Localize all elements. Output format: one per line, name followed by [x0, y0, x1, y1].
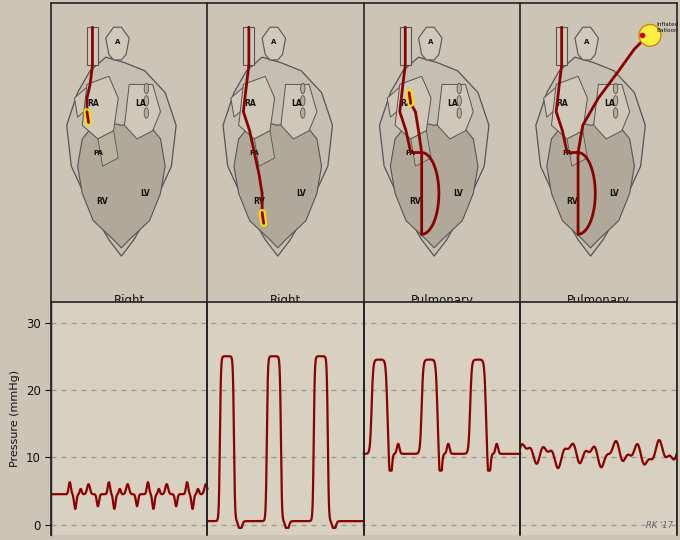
Ellipse shape [144, 96, 149, 106]
Text: Pulmonary
Artery Wedge: Pulmonary Artery Wedge [558, 294, 639, 322]
Text: RV: RV [253, 197, 265, 206]
Polygon shape [551, 76, 588, 139]
Polygon shape [556, 27, 567, 65]
Text: LV: LV [140, 189, 150, 198]
Polygon shape [400, 27, 411, 65]
Polygon shape [98, 131, 118, 166]
Polygon shape [575, 27, 598, 60]
Text: LA: LA [135, 99, 146, 108]
Polygon shape [231, 84, 250, 117]
Polygon shape [223, 57, 333, 256]
Text: Pulmonary
Artery: Pulmonary Artery [411, 294, 473, 322]
Text: RA: RA [400, 99, 412, 108]
Text: RV: RV [97, 197, 109, 206]
Polygon shape [390, 120, 478, 248]
Text: PA: PA [562, 150, 572, 156]
Polygon shape [67, 57, 176, 256]
Text: PA: PA [93, 150, 103, 156]
Polygon shape [124, 84, 160, 139]
Text: PA: PA [250, 150, 259, 156]
Text: LA: LA [604, 99, 615, 108]
Text: RA: RA [556, 99, 568, 108]
Text: RK '17: RK '17 [646, 521, 673, 530]
Text: LV: LV [296, 189, 306, 198]
Text: A: A [584, 39, 590, 45]
Text: Right
Ventricle: Right Ventricle [260, 294, 311, 322]
Text: PA: PA [406, 150, 415, 156]
Text: RV: RV [566, 197, 578, 206]
Text: Inflated
Balloon: Inflated Balloon [656, 22, 679, 32]
Text: A: A [271, 39, 277, 45]
Ellipse shape [613, 108, 618, 118]
Polygon shape [547, 120, 634, 248]
Polygon shape [281, 84, 317, 139]
Ellipse shape [457, 108, 462, 118]
Polygon shape [243, 27, 254, 65]
Polygon shape [78, 120, 165, 248]
Polygon shape [594, 84, 630, 139]
Polygon shape [544, 84, 562, 117]
Text: Right
Atrium: Right Atrium [109, 294, 149, 322]
Ellipse shape [613, 83, 618, 94]
Polygon shape [87, 27, 98, 65]
Y-axis label: Pressure (mmHg): Pressure (mmHg) [10, 370, 20, 467]
Ellipse shape [301, 96, 305, 106]
Text: LV: LV [453, 189, 462, 198]
Ellipse shape [613, 96, 618, 106]
Ellipse shape [144, 108, 149, 118]
Polygon shape [536, 57, 645, 256]
Text: LA: LA [447, 99, 458, 108]
Polygon shape [82, 76, 118, 139]
Polygon shape [106, 27, 129, 60]
Polygon shape [388, 84, 406, 117]
Polygon shape [411, 131, 431, 166]
Polygon shape [437, 84, 473, 139]
Ellipse shape [639, 24, 661, 46]
Text: RA: RA [87, 99, 99, 108]
Polygon shape [234, 120, 322, 248]
Text: LA: LA [291, 99, 302, 108]
Polygon shape [262, 27, 286, 60]
Ellipse shape [457, 83, 462, 94]
Polygon shape [379, 57, 489, 256]
Ellipse shape [457, 96, 462, 106]
Ellipse shape [301, 108, 305, 118]
Polygon shape [567, 131, 588, 166]
Ellipse shape [301, 83, 305, 94]
Text: LV: LV [609, 189, 619, 198]
Text: A: A [115, 39, 120, 45]
Polygon shape [239, 76, 275, 139]
Polygon shape [75, 84, 93, 117]
Ellipse shape [144, 83, 149, 94]
Polygon shape [254, 131, 275, 166]
Text: A: A [428, 39, 433, 45]
Text: RA: RA [243, 99, 256, 108]
Polygon shape [419, 27, 442, 60]
Text: RV: RV [409, 197, 422, 206]
Polygon shape [395, 76, 431, 139]
